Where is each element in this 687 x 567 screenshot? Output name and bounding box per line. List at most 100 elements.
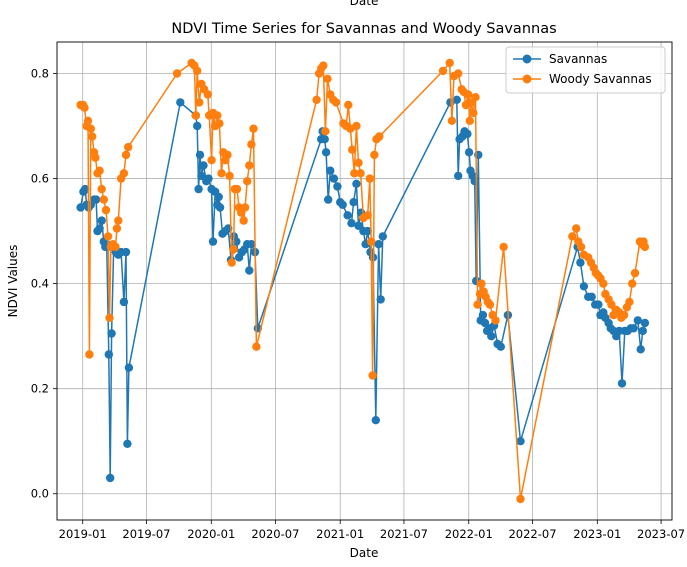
data-point-woody-savannas — [625, 297, 634, 307]
data-point-savannas — [464, 148, 474, 157]
data-point-woody-savannas — [247, 140, 256, 149]
chart-title: NDVI Time Series for Savannas and Woody … — [171, 21, 556, 37]
data-point-woody-savannas — [86, 124, 96, 133]
data-point-woody-savannas — [354, 158, 363, 167]
data-point-savannas — [349, 198, 358, 207]
data-point-woody-savannas — [88, 132, 97, 141]
data-point-woody-savannas — [367, 237, 376, 246]
data-point-savannas — [343, 211, 352, 220]
data-point-savannas — [371, 416, 380, 425]
data-point-savannas — [97, 216, 106, 225]
x-tick-label: 2019-01 — [59, 527, 107, 541]
data-point-woody-savannas — [99, 195, 109, 204]
data-point-savannas — [329, 174, 339, 183]
data-point-woody-savannas — [321, 127, 330, 136]
data-point-woody-savannas — [445, 58, 454, 68]
data-point-savannas — [194, 184, 203, 194]
data-point-woody-savannas — [628, 279, 637, 288]
x-tick-label: 2019-07 — [122, 527, 170, 541]
data-point-savannas — [204, 174, 213, 183]
x-tick-label: 2022-01 — [445, 527, 493, 541]
data-point-woody-savannas — [323, 74, 332, 84]
data-point-woody-savannas — [114, 216, 123, 225]
data-point-woody-savannas — [473, 300, 482, 309]
data-point-savannas — [470, 177, 479, 186]
data-point-woody-savannas — [499, 242, 508, 252]
data-point-savannas — [363, 226, 372, 236]
data-point-savannas — [463, 129, 472, 139]
data-point-woody-savannas — [121, 150, 131, 160]
data-point-woody-savannas — [576, 242, 586, 252]
data-point-savannas — [587, 292, 596, 301]
legend: Savannas Woody Savannas — [505, 46, 666, 94]
x-tick-label: 2023-07 — [637, 527, 685, 541]
data-point-woody-savannas — [454, 69, 463, 78]
y-axis-label: NDVI Values — [6, 245, 20, 318]
data-point-woody-savannas — [97, 184, 106, 194]
data-point-woody-savannas — [95, 166, 104, 175]
data-point-woody-savannas — [375, 132, 384, 141]
data-point-woody-savannas — [124, 142, 133, 152]
data-point-woody-savannas — [245, 161, 254, 170]
data-point-woody-savannas — [331, 98, 341, 107]
data-point-woody-savannas — [471, 93, 480, 102]
x-tick-label: 2023-01 — [573, 527, 621, 541]
data-point-woody-savannas — [352, 121, 361, 131]
data-point-woody-savannas — [368, 371, 377, 380]
data-point-savannas — [496, 342, 505, 351]
data-point-woody-savannas — [232, 184, 242, 194]
data-point-savannas — [452, 95, 461, 105]
data-point-woody-savannas — [207, 156, 216, 165]
data-point-savannas — [215, 203, 225, 212]
data-point-woody-savannas — [193, 66, 202, 76]
data-point-savannas — [124, 363, 134, 372]
series-savannas — [76, 95, 650, 483]
data-point-savannas — [516, 437, 525, 446]
data-point-savannas — [214, 192, 223, 202]
data-point-woody-savannas — [572, 224, 581, 233]
data-point-woody-savannas — [80, 103, 89, 112]
data-point-woody-savannas — [438, 66, 448, 76]
data-point-woody-savannas — [112, 224, 122, 233]
ticks: 2019-01 2019-07 2020-01 2020-07 2021-01 2021-… — [31, 67, 685, 541]
data-point-woody-savannas — [223, 150, 232, 160]
data-point-woody-savannas — [312, 95, 321, 105]
plot-frame — [56, 41, 673, 521]
data-point-savannas — [123, 439, 132, 448]
data-point-woody-savannas — [463, 90, 473, 99]
series-line-woody-savannas — [80, 62, 646, 500]
data-point-savannas — [352, 179, 361, 188]
data-point-savannas — [208, 237, 218, 246]
legend-woody-label: Woody Savannas — [549, 72, 652, 86]
data-point-savannas — [195, 150, 205, 160]
data-point-woody-savannas — [365, 174, 374, 183]
data-point-woody-savannas — [630, 268, 640, 278]
data-point-savannas — [338, 200, 347, 209]
data-point-woody-savannas — [195, 98, 204, 107]
data-point-woody-savannas — [229, 245, 238, 254]
data-point-woody-savannas — [119, 169, 129, 178]
y-tick-label: 0.2 — [31, 382, 49, 396]
data-point-woody-savannas — [599, 279, 608, 288]
data-point-woody-savannas — [363, 211, 372, 220]
y-tick-label: 0.0 — [31, 487, 49, 501]
data-point-woody-savannas — [607, 300, 616, 309]
data-point-savannas — [199, 161, 208, 170]
data-point-woody-savannas — [227, 258, 236, 267]
data-point-savannas — [321, 148, 331, 157]
data-point-woody-savannas — [243, 177, 252, 186]
data-point-woody-savannas — [356, 169, 365, 178]
data-point-savannas — [579, 282, 589, 291]
data-point-savannas — [119, 297, 129, 307]
data-point-savannas — [629, 324, 638, 333]
y-tick-label: 0.8 — [31, 67, 49, 81]
legend-box — [505, 46, 666, 94]
data-point-woody-savannas — [101, 205, 111, 215]
data-point-woody-savannas — [370, 150, 379, 160]
x-tick-label: 2020-07 — [251, 527, 299, 541]
data-point-woody-savannas — [191, 111, 200, 120]
data-point-woody-savannas — [619, 310, 629, 320]
data-point-savannas — [197, 171, 206, 181]
data-point-woody-savannas — [350, 169, 359, 178]
